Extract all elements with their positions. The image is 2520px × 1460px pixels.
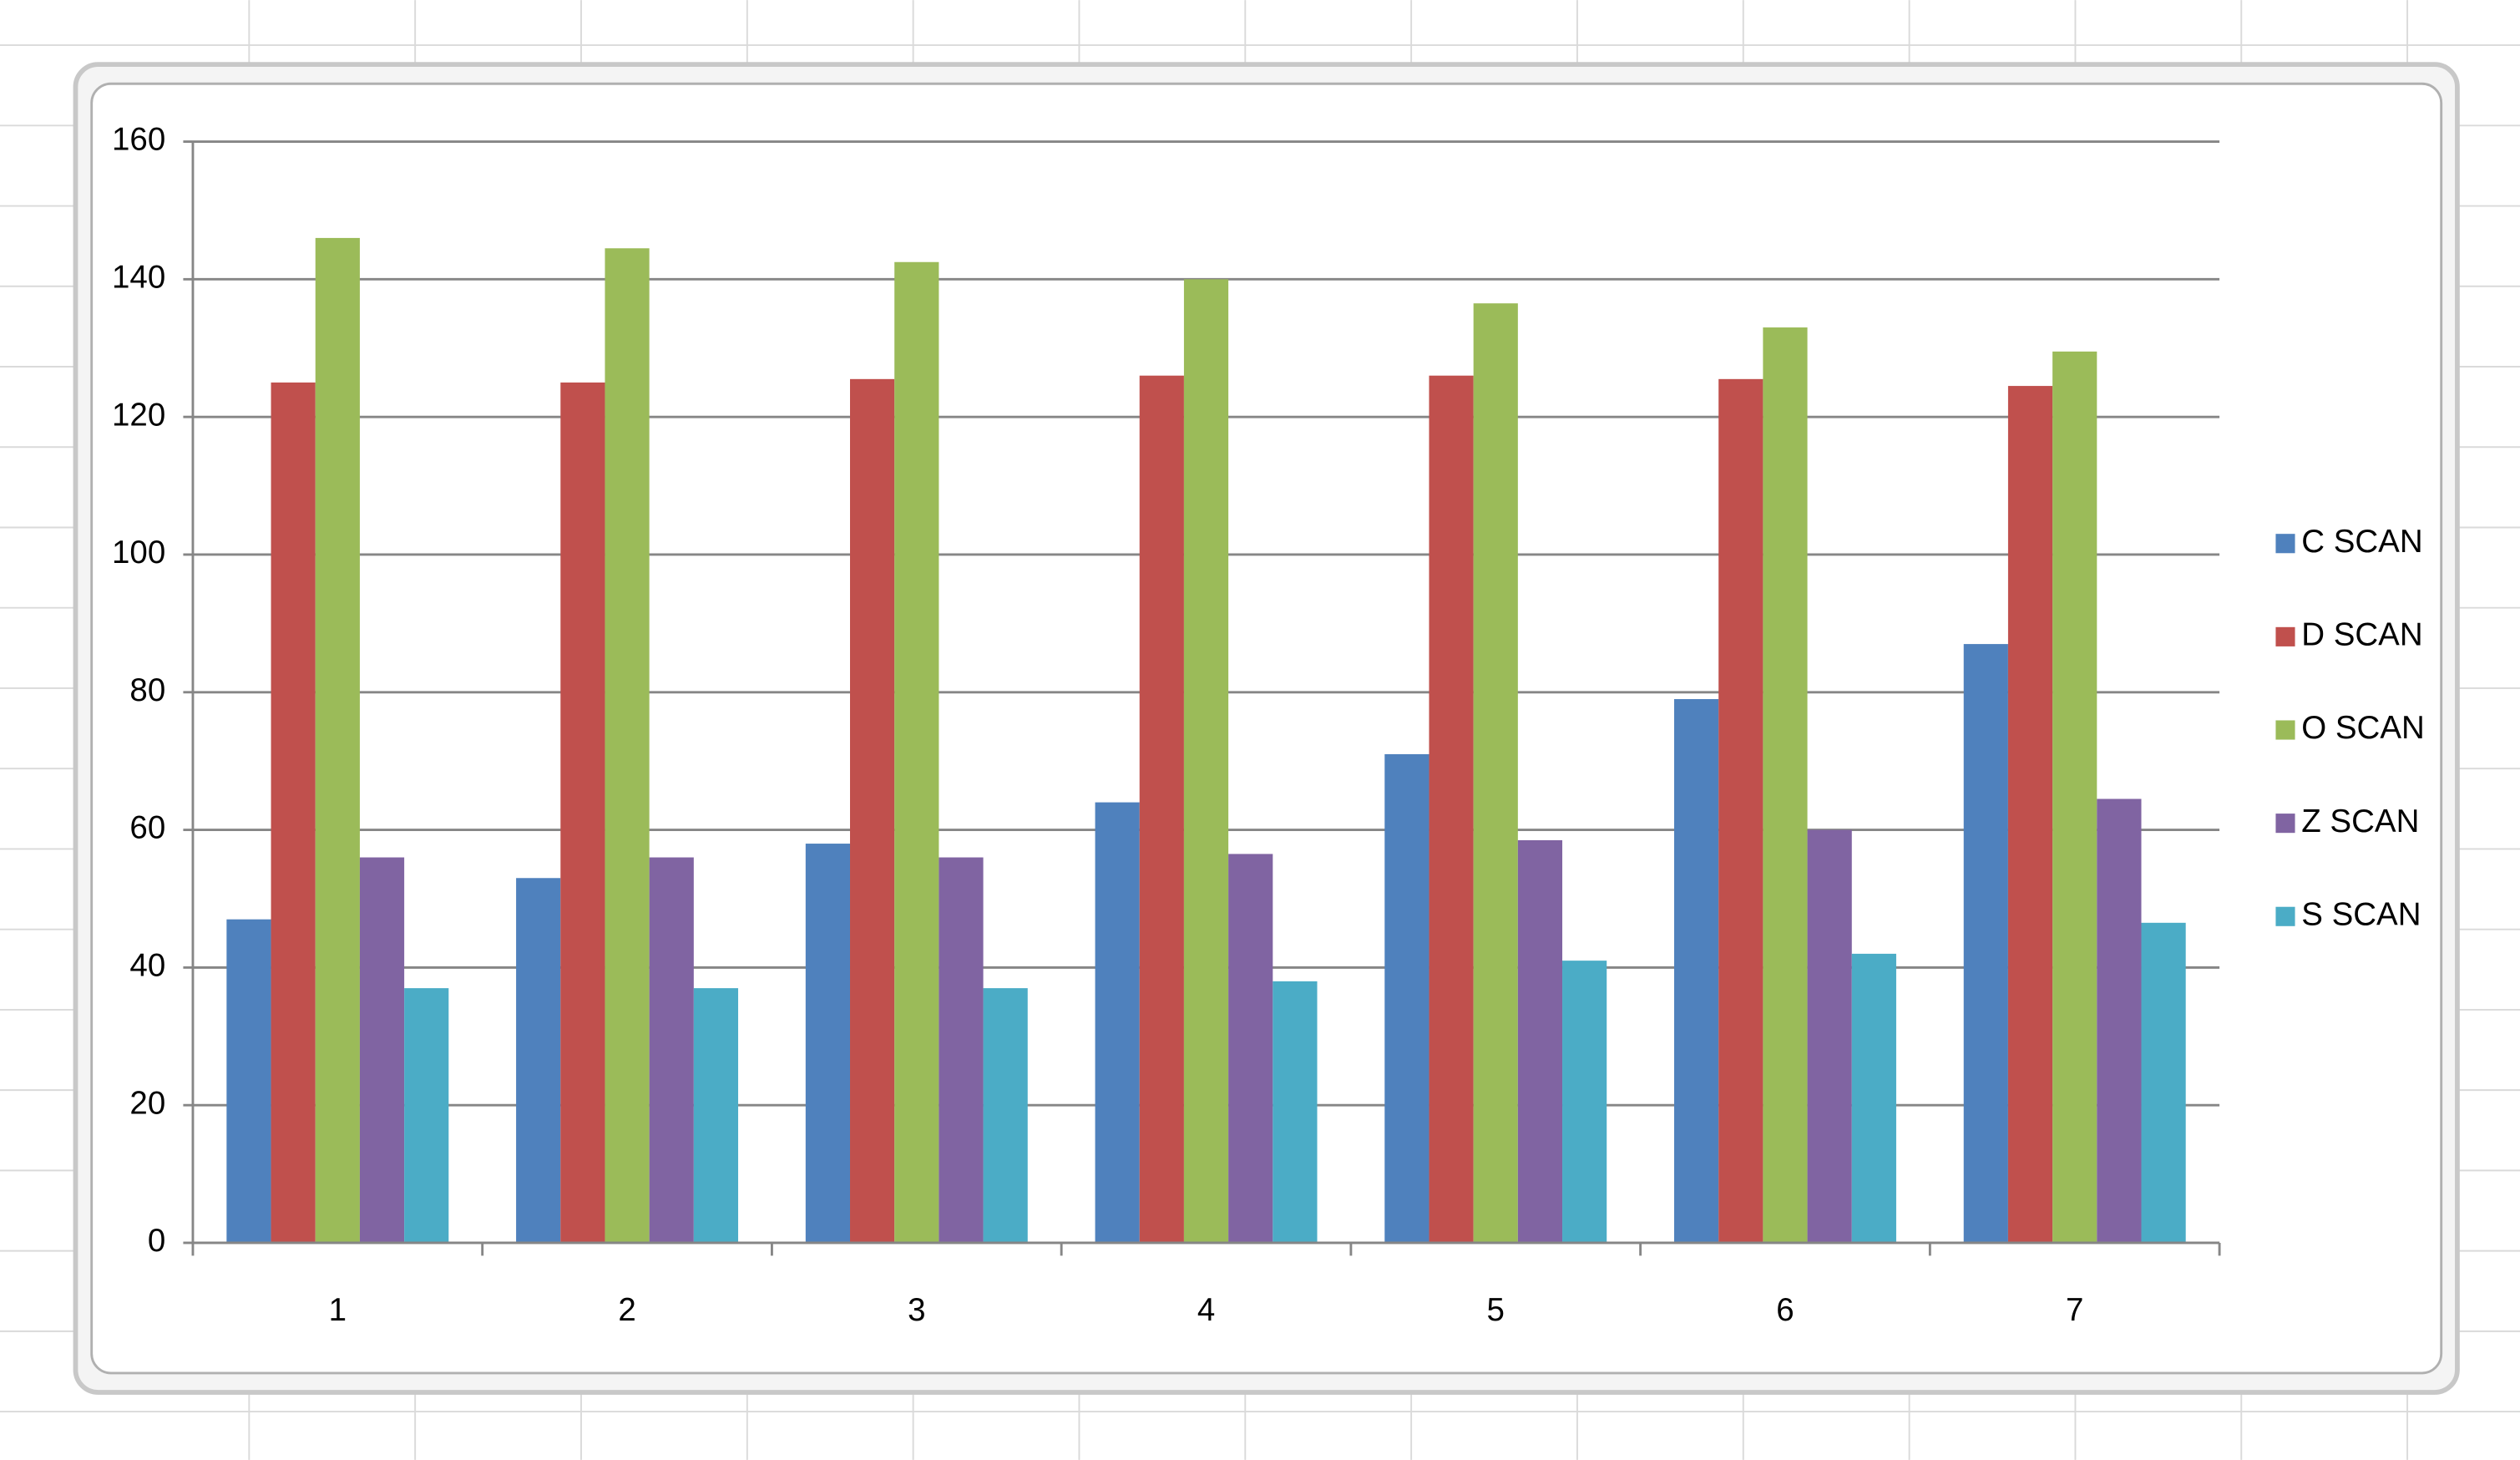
bar (2052, 351, 2097, 1243)
bar (1807, 829, 1852, 1243)
bar (1384, 753, 1430, 1243)
y-tick-label: 0 (148, 1223, 165, 1259)
x-tick-label: 4 (1197, 1292, 1215, 1328)
bar (1718, 378, 1763, 1243)
x-tick-label: 2 (618, 1292, 635, 1328)
x-tick-label: 3 (908, 1292, 925, 1328)
y-tick-label: 140 (112, 260, 165, 296)
bar (560, 382, 605, 1243)
bar (850, 378, 895, 1243)
bar (693, 988, 739, 1243)
bar (315, 237, 360, 1243)
bar (1228, 854, 1273, 1243)
bar (894, 261, 939, 1243)
x-tick-label: 7 (2066, 1292, 2083, 1328)
legend-swatch (2275, 906, 2295, 926)
y-tick-label: 40 (129, 948, 165, 984)
bar (226, 919, 271, 1243)
legend-swatch (2275, 814, 2295, 834)
bar (939, 857, 984, 1243)
y-tick-label: 20 (129, 1085, 165, 1121)
bar (1674, 699, 1719, 1243)
bar (1562, 961, 1607, 1243)
y-tick-label: 100 (112, 535, 165, 570)
bar (1517, 839, 1563, 1243)
legend-label: S SCAN (2301, 896, 2421, 932)
bar (805, 844, 851, 1243)
bar (1429, 375, 1474, 1243)
bar (271, 382, 316, 1243)
bar (605, 248, 650, 1243)
legend-swatch (2275, 626, 2295, 646)
y-tick-label: 120 (112, 397, 165, 433)
bar (1851, 953, 1896, 1243)
bar (1963, 644, 2008, 1243)
legend-swatch (2275, 534, 2295, 554)
bar (359, 857, 405, 1243)
bar (2097, 798, 2142, 1243)
y-tick-label: 60 (129, 810, 165, 846)
y-tick-label: 80 (129, 672, 165, 708)
legend-label: Z SCAN (2301, 804, 2419, 839)
bar (983, 988, 1028, 1243)
legend-swatch (2275, 720, 2295, 740)
legend-label: O SCAN (2301, 710, 2425, 746)
x-tick-label: 1 (329, 1292, 347, 1328)
bar (649, 857, 694, 1243)
bar (1183, 279, 1229, 1243)
y-tick-label: 160 (112, 122, 165, 158)
x-tick-label: 5 (1487, 1292, 1505, 1328)
bar (2141, 922, 2186, 1243)
plot: 0 20 40 60 80 100 120 140 160 1 2 3 4 5 6 7 C SCAN D SCAN… (112, 122, 2425, 1328)
x-tick-label: 6 (1776, 1292, 1794, 1328)
bar (516, 878, 561, 1243)
bar (1763, 327, 1808, 1243)
bar (2007, 386, 2053, 1243)
bar (1095, 802, 1140, 1243)
legend-label: D SCAN (2301, 617, 2422, 653)
bar (1273, 981, 1318, 1243)
bar (404, 988, 449, 1243)
legend-label: C SCAN (2301, 524, 2422, 560)
bar (1473, 303, 1518, 1243)
bar (1139, 375, 1184, 1243)
